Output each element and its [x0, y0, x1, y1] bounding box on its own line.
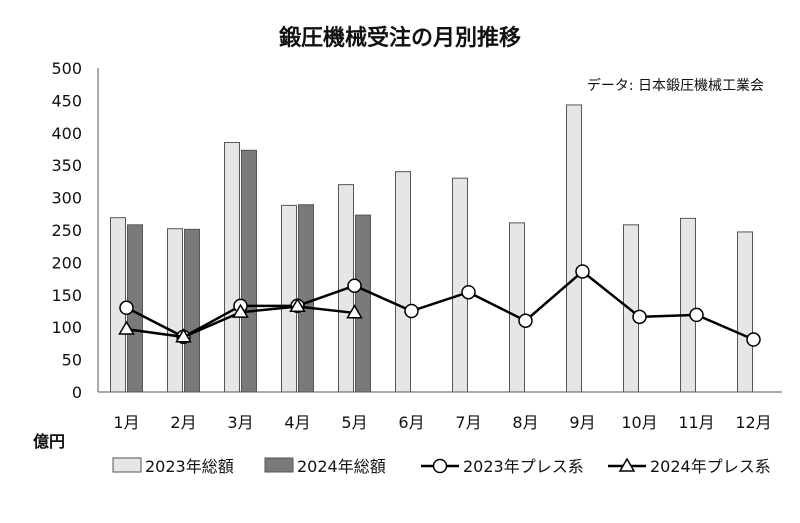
legend-label: 2023年プレス系 — [463, 457, 584, 476]
bar-2023 — [224, 142, 240, 393]
bar-2023 — [680, 217, 696, 393]
x-tick-label: 9月 — [569, 413, 595, 432]
bar-2023 — [509, 222, 525, 393]
triangle-marker — [289, 297, 306, 313]
x-tick-label: 1月 — [113, 413, 139, 432]
circle-marker — [632, 309, 647, 325]
legend-label: 2024年プレス系 — [650, 457, 771, 476]
y-tick-label: 100 — [51, 318, 82, 337]
x-tick-label: 7月 — [455, 413, 481, 432]
y-tick-label: 450 — [51, 91, 82, 110]
y-tick-label: 50 — [62, 351, 82, 370]
circle-marker — [404, 303, 419, 319]
x-tick-label: 12月 — [735, 413, 771, 432]
bar-2024 — [298, 204, 314, 393]
bar-2023 — [623, 224, 639, 393]
legend-swatch — [112, 457, 142, 473]
circle-marker — [575, 264, 590, 279]
triangle-marker — [118, 320, 135, 335]
bars — [110, 104, 753, 393]
circle-marker — [461, 284, 476, 300]
x-tick-label: 5月 — [341, 413, 367, 432]
triangle-marker — [175, 328, 192, 343]
triangle-marker — [232, 303, 249, 318]
x-tick-label: 4月 — [284, 413, 310, 432]
chart-title: 鍛圧機械受注の月別推移 — [279, 25, 521, 51]
series-line — [125, 269, 754, 341]
y-tick-label: 300 — [51, 189, 82, 208]
y-tick-label: 250 — [51, 221, 82, 240]
x-tick-label: 8月 — [512, 413, 538, 432]
bar-2024 — [184, 228, 200, 393]
source-note: データ: 日本鍛圧機械工業会 — [587, 77, 764, 94]
bar-2023 — [566, 104, 582, 393]
bar-2024 — [241, 149, 257, 393]
x-tick-label: 3月 — [227, 413, 253, 432]
x-tick-label: 11月 — [678, 413, 714, 432]
circle-marker — [347, 278, 362, 293]
circle-marker — [518, 313, 533, 328]
legend-label: 2023年総額 — [145, 457, 234, 476]
legend-circle-marker — [432, 458, 448, 474]
y-tick-label: 350 — [51, 156, 82, 175]
circle-marker — [689, 307, 704, 323]
circle-marker — [746, 332, 761, 347]
x-tick-label: 2月 — [170, 413, 196, 432]
bar-2023 — [281, 204, 297, 393]
legend-triangle-marker — [618, 457, 636, 472]
legend: 2023年総額 2024年総額 2023年プレス系 2024年プレス系 — [112, 457, 771, 476]
y-axis-unit: 億円 — [33, 432, 65, 451]
bar-2023 — [452, 177, 468, 393]
legend-swatch — [264, 457, 294, 473]
circle-marker — [119, 300, 134, 316]
legend-label: 2024年総額 — [297, 457, 386, 476]
bar-2023 — [395, 171, 411, 393]
y-tick-label: 0 — [72, 383, 82, 402]
y-tick-label: 400 — [51, 124, 82, 143]
axes: 0 50 100 150 200 250 300 350 400 450 500 1月 2月 3月 4月 5月… — [51, 59, 782, 432]
x-tick-label: 6月 — [398, 413, 424, 432]
y-tick-label: 500 — [51, 59, 82, 78]
bar-2023 — [167, 228, 183, 393]
bar-2024 — [355, 214, 371, 393]
y-tick-label: 150 — [51, 286, 82, 305]
y-tick-label: 200 — [51, 253, 82, 272]
x-tick-label: 10月 — [621, 413, 657, 432]
bar-2023 — [737, 231, 753, 393]
lines — [118, 264, 761, 347]
triangle-marker — [346, 304, 363, 319]
